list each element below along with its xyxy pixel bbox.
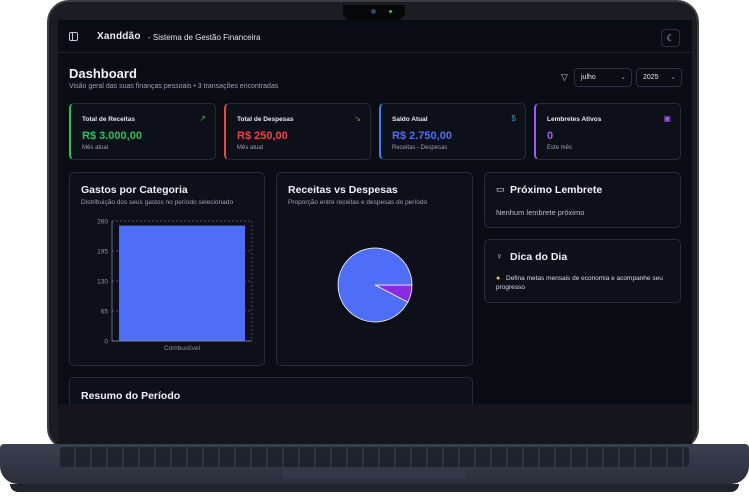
stat-value: R$ 3.000,00 — [82, 130, 142, 142]
laptop-foot — [10, 484, 739, 492]
dollar-icon: $ — [511, 114, 516, 123]
gastos-card: Gastos por Categoria Distribuição dos se… — [69, 172, 265, 366]
brand-name: Xanddão — [97, 31, 141, 42]
keyboard — [60, 447, 689, 467]
card-subtitle: Distribuição dos seus gastos no período … — [81, 199, 234, 206]
stat-label: Total de Despesas — [237, 116, 294, 123]
month-select-value: julho — [581, 74, 596, 81]
lightbulb-icon: ● — [496, 275, 501, 282]
stat-label: Saldo Atual — [392, 116, 428, 123]
stat-sub: Mês atual — [82, 145, 109, 151]
trending-down-icon: ↘ — [354, 114, 361, 123]
top-bar: Xanddão - Sistema de Gestão Financeira ☾ — [58, 20, 692, 53]
stat-sub: Receitas - Despesas — [392, 145, 448, 151]
trackpad — [283, 469, 466, 479]
y-tick-label: 0 — [104, 339, 108, 346]
bar-chart: 0 65 130 195 260 Combustível — [97, 219, 253, 352]
calendar-icon: ▣ — [663, 114, 671, 123]
card-title: Resumo do Período — [81, 390, 181, 402]
stat-card-receitas: Total de Receitas ↗ R$ 3.000,00 Mês atua… — [69, 103, 216, 160]
stat-value: R$ 250,00 — [237, 130, 288, 142]
resumo-card: Resumo do Período — [69, 377, 473, 404]
page-title: Dashboard — [69, 66, 137, 81]
y-tick-label: 195 — [97, 249, 108, 256]
lembrete-text: Nenhum lembrete próximo — [496, 208, 585, 217]
moon-icon: ☾ — [666, 33, 675, 43]
y-tick-label: 260 — [97, 219, 108, 226]
camera-led — [389, 10, 392, 13]
stat-card-saldo: Saldo Atual $ R$ 2.750,00 Receitas - Des… — [379, 103, 526, 160]
pie-slice-receitas[interactable] — [337, 247, 413, 323]
stat-card-lembretes: Lembretes Ativos ▣ 0 Este mês — [534, 103, 681, 160]
year-select[interactable]: 2025 ⌄ — [636, 68, 682, 87]
lightbulb-outline-icon: ♀ — [496, 251, 503, 261]
pie-chart — [337, 247, 413, 323]
card-title: Receitas vs Despesas — [288, 184, 398, 196]
chevron-down-icon: ⌄ — [620, 74, 626, 81]
stat-label: Total de Receitas — [82, 116, 135, 123]
card-subtitle: Proporção entre receitas e despesas do p… — [288, 199, 428, 206]
y-tick-label: 130 — [97, 279, 108, 286]
brand-subtitle: - Sistema de Gestão Financeira — [148, 33, 261, 42]
chevron-down-icon: ⌄ — [670, 74, 676, 81]
month-select[interactable]: julho ⌄ — [574, 68, 632, 87]
dica-text-line1: Defina metas mensais de economia e acomp… — [506, 275, 663, 282]
stat-label: Lembretes Ativos — [547, 116, 602, 123]
stat-sub: Este mês — [547, 145, 573, 151]
year-select-value: 2025 — [643, 74, 659, 81]
trending-up-icon: ↗ — [199, 114, 206, 123]
dica-card: Dica do Dia ♀ ● Defina metas mensais de … — [484, 239, 681, 303]
laptop-chin — [58, 404, 692, 444]
y-tick-label: 65 — [101, 309, 109, 316]
lembrete-card: Próximo Lembrete ▭ Nenhum lembrete próxi… — [484, 172, 681, 228]
camera-icon — [371, 9, 376, 14]
card-title: Próximo Lembrete — [510, 184, 603, 196]
receitas-despesas-card: Receitas vs Despesas Proporção entre rec… — [276, 172, 473, 366]
filter-icon: ▽ — [561, 72, 568, 82]
calendar-icon: ▭ — [496, 184, 505, 194]
stat-card-despesas: Total de Despesas ↘ R$ 250,00 Mês atual — [224, 103, 371, 160]
x-tick-label: Combustível — [164, 345, 201, 352]
theme-toggle-button[interactable]: ☾ — [661, 29, 680, 47]
sidebar-toggle-icon[interactable] — [69, 32, 78, 41]
stat-value: 0 — [547, 130, 554, 142]
stat-sub: Mês atual — [237, 145, 264, 151]
app-screen: Xanddão - Sistema de Gestão Financeira ☾… — [58, 20, 692, 404]
card-title: Gastos por Categoria — [81, 184, 188, 196]
stat-value: R$ 2.750,00 — [392, 130, 452, 142]
page-subtitle: Visão geral das suas finanças pessoais •… — [69, 83, 279, 90]
dica-text-line2: progresso — [496, 284, 525, 291]
bar[interactable] — [119, 225, 245, 341]
card-title: Dica do Dia — [510, 251, 568, 263]
